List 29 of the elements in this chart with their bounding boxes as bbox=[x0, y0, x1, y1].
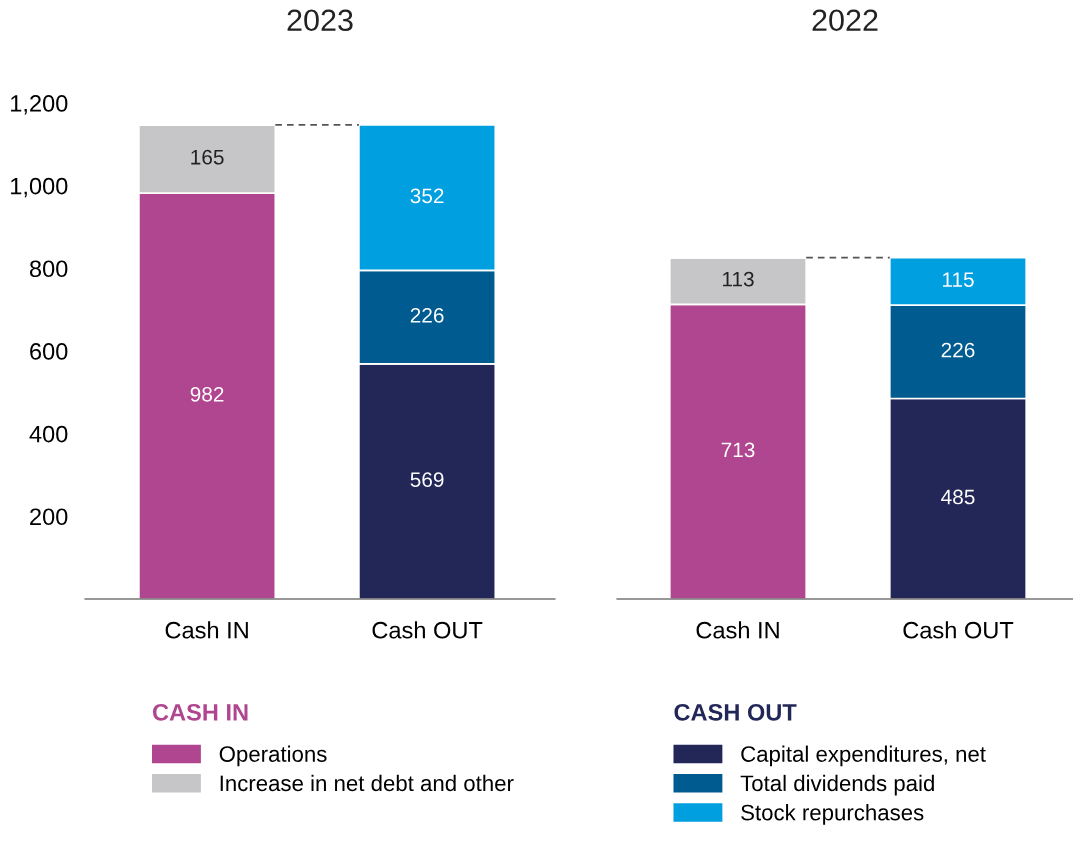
chart-title: 2023 bbox=[287, 9, 353, 32]
y-tick-label: 1,000 bbox=[11, 177, 68, 198]
legend-label: Capital expenditures, net bbox=[741, 745, 986, 767]
data-label: 115 bbox=[942, 272, 974, 287]
legend-title: CASH IN bbox=[152, 703, 248, 721]
data-label: 569 bbox=[410, 472, 444, 487]
data-label: 982 bbox=[190, 386, 224, 402]
x-tick-label: Cash OUT bbox=[903, 621, 1014, 639]
y-tick-label: 600 bbox=[30, 343, 68, 360]
data-label: 485 bbox=[941, 489, 975, 505]
data-label: 165 bbox=[191, 149, 224, 165]
y-tick-label: 800 bbox=[29, 260, 68, 278]
legend-title: CASH OUT bbox=[674, 703, 797, 721]
data-label: 113 bbox=[722, 271, 754, 287]
legend-label: Increase in net debt and other bbox=[220, 774, 514, 792]
data-label: 226 bbox=[410, 307, 444, 323]
data-label: 713 bbox=[721, 442, 755, 458]
y-tick-label: 200 bbox=[30, 508, 68, 526]
y-tick-label: 1,200 bbox=[11, 95, 68, 115]
chart-title: 2022 bbox=[812, 9, 878, 32]
y-tick-label: 400 bbox=[29, 425, 68, 443]
data-label: 226 bbox=[941, 342, 975, 358]
legend-label: Operations bbox=[219, 745, 327, 767]
x-tick-label: Cash IN bbox=[165, 621, 248, 639]
data-label: 352 bbox=[410, 188, 444, 204]
legend-label: Stock repurchases bbox=[741, 804, 924, 825]
legend-label: Total dividends paid bbox=[740, 774, 934, 796]
x-tick-label: Cash IN bbox=[696, 621, 779, 639]
x-tick-label: Cash OUT bbox=[372, 621, 483, 639]
